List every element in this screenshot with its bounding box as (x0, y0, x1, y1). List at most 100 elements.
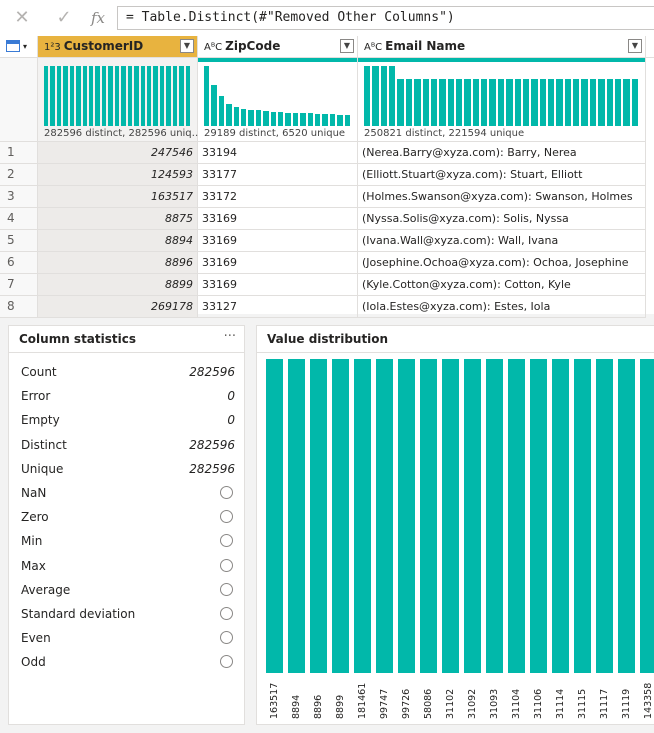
type-tag[interactable]: AᴮC (204, 42, 223, 53)
profile-bar (481, 79, 488, 126)
row-number[interactable]: 2 (0, 164, 38, 186)
distribution-tick-label: 31114 (555, 688, 566, 719)
distribution-bar[interactable] (310, 359, 327, 673)
check-icon[interactable]: ✓ (56, 7, 72, 28)
formula-input[interactable]: = Table.Distinct(#"Removed Other Columns… (117, 6, 654, 30)
profile-bar (121, 66, 126, 126)
distribution-tick-label: 31119 (621, 688, 632, 719)
profile-bar (82, 66, 88, 126)
cell-customerid[interactable]: 124593 (38, 164, 198, 186)
distribution-bar[interactable] (596, 359, 613, 673)
cell-email-name[interactable]: (Elliott.Stuart@xyza.com): Stuart, Ellio… (358, 164, 646, 186)
profile-bar (514, 79, 521, 126)
row-number[interactable]: 5 (0, 230, 38, 252)
cell-email-name[interactable]: (Holmes.Swanson@xyza.com): Swanson, Holm… (358, 186, 646, 208)
column-header-customerid[interactable]: 1²3 CustomerID ▼ (38, 36, 198, 58)
cell-zipcode[interactable]: 33169 (198, 274, 358, 296)
dropdown-icon[interactable]: ▼ (180, 39, 194, 53)
profile-bar (447, 79, 454, 126)
cell-email-name[interactable]: (Ivana.Wall@xyza.com): Wall, Ivana (358, 230, 646, 252)
distribution-tick-label: 163517 (269, 682, 280, 719)
table-menu-button[interactable]: ▾ (0, 36, 38, 58)
cell-customerid[interactable]: 269178 (38, 296, 198, 318)
dropdown-icon[interactable]: ▼ (340, 39, 354, 53)
distribution-bar[interactable] (618, 359, 635, 673)
type-tag[interactable]: AᴮC (364, 42, 383, 53)
cell-email-name[interactable]: (Kyle.Cotton@xyza.com): Cotton, Kyle (358, 274, 646, 296)
cell-customerid[interactable]: 247546 (38, 142, 198, 164)
distribution-bar[interactable] (552, 359, 569, 673)
profile-bar (140, 66, 145, 126)
distribution-bar[interactable] (398, 359, 415, 673)
more-options-icon[interactable]: ··· (223, 329, 236, 344)
distribution-bar[interactable] (376, 359, 393, 673)
distribution-bar[interactable] (486, 359, 503, 673)
column-header-zipcode[interactable]: AᴮC ZipCode ▼ (198, 36, 358, 58)
distribution-bar[interactable] (640, 359, 654, 673)
column-profile-email-name[interactable]: 250821 distinct, 221594 unique (358, 58, 646, 142)
stat-label: Min (21, 534, 43, 549)
distribution-bar[interactable] (332, 359, 349, 673)
profile-bar (422, 79, 429, 126)
distribution-bar[interactable] (464, 359, 481, 673)
cell-customerid[interactable]: 8894 (38, 230, 198, 252)
stat-row: Error 0 (21, 384, 235, 408)
cell-zipcode[interactable]: 33177 (198, 164, 358, 186)
distribution-bar[interactable] (288, 359, 305, 673)
cell-email-name[interactable]: (Nerea.Barry@xyza.com): Barry, Nerea (358, 142, 646, 164)
distribution-bar[interactable] (420, 359, 437, 673)
column-profile-customerid[interactable]: 282596 distinct, 282596 uniq… (38, 58, 202, 142)
row-number[interactable]: 3 (0, 186, 38, 208)
stat-label: Odd (21, 655, 46, 670)
distribution-bar[interactable] (442, 359, 459, 673)
dropdown-icon[interactable]: ▼ (628, 39, 642, 53)
distribution-bar[interactable] (574, 359, 591, 673)
row-number[interactable]: 4 (0, 208, 38, 230)
distribution-bar[interactable] (354, 359, 371, 673)
profile-bar (159, 66, 165, 126)
row-number[interactable]: 6 (0, 252, 38, 274)
profile-bar (204, 66, 210, 126)
chevron-down-icon: ▾ (23, 42, 28, 51)
row-number[interactable]: 1 (0, 142, 38, 164)
profile-bar (50, 66, 55, 126)
column-header-email-name[interactable]: AᴮC Email Name ▼ (358, 36, 646, 58)
stat-label: NaN (21, 486, 47, 500)
cell-email-name[interactable]: (Josephine.Ochoa@xyza.com): Ochoa, Josep… (358, 252, 646, 274)
cell-customerid[interactable]: 163517 (38, 186, 198, 208)
table-menu-icon (6, 40, 20, 52)
profile-bar (489, 79, 496, 126)
distribution-bar[interactable] (530, 359, 547, 673)
fx-icon[interactable]: fx (90, 9, 105, 27)
cell-customerid[interactable]: 8875 (38, 208, 198, 230)
cell-zipcode[interactable]: 33127 (198, 296, 358, 318)
cell-email-name[interactable]: (Nyssa.Solis@xyza.com): Solis, Nyssa (358, 208, 646, 230)
profile-bar (89, 66, 94, 126)
row-number[interactable]: 8 (0, 296, 38, 318)
cell-customerid[interactable]: 8899 (38, 274, 198, 296)
loading-circle-icon (220, 558, 233, 572)
profile-bar (166, 66, 171, 126)
close-icon[interactable]: ✕ (14, 7, 30, 28)
stat-label: Even (21, 631, 51, 646)
cell-zipcode[interactable]: 33169 (198, 230, 358, 252)
cell-zipcode[interactable]: 33172 (198, 186, 358, 208)
column-profile-zipcode[interactable]: 29189 distinct, 6520 unique (198, 58, 358, 142)
profile-bar (134, 66, 139, 126)
profile-bar (389, 66, 396, 126)
cell-email-name[interactable]: (Iola.Estes@xyza.com): Estes, Iola (358, 296, 646, 318)
type-tag[interactable]: 1²3 (44, 42, 61, 53)
cell-customerid[interactable]: 8896 (38, 252, 198, 274)
row-number[interactable]: 7 (0, 274, 38, 296)
profile-bar (278, 112, 284, 126)
distribution-bar[interactable] (508, 359, 525, 673)
loading-circle-icon (220, 607, 233, 620)
distribution-bar[interactable] (266, 359, 283, 673)
profile-bar (233, 107, 239, 126)
cell-zipcode[interactable]: 33169 (198, 252, 358, 274)
profile-bar (539, 79, 546, 126)
divider (257, 352, 654, 353)
cell-zipcode[interactable]: 33194 (198, 142, 358, 164)
cell-zipcode[interactable]: 33169 (198, 208, 358, 230)
stat-value: 282596 (189, 437, 235, 452)
